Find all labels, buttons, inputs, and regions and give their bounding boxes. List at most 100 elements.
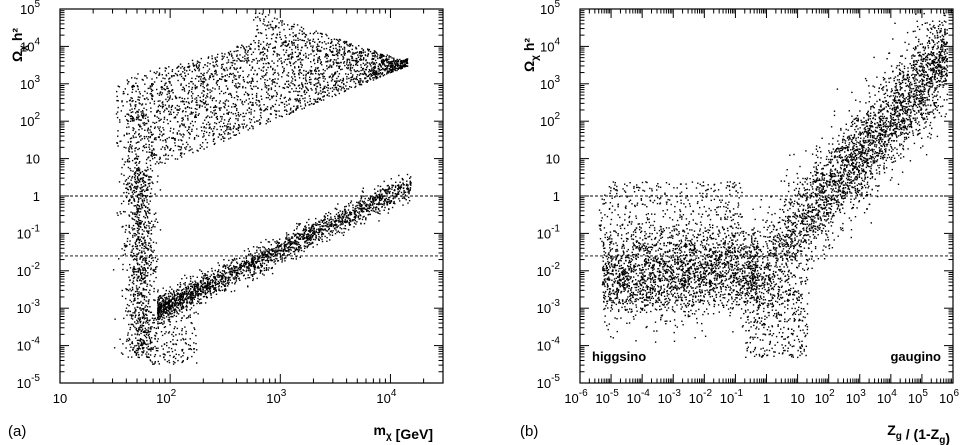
data-point [358,52,361,54]
data-point [353,226,355,228]
data-point [215,122,218,125]
data-point [124,88,126,90]
data-point [220,120,222,122]
data-point [237,129,240,132]
data-point [168,314,170,316]
data-point [184,284,186,286]
data-point [170,310,172,312]
data-point [137,73,139,75]
data-point [126,160,129,163]
data-point [198,75,201,78]
data-point [246,266,248,268]
data-point [168,307,170,309]
data-point [374,196,376,199]
data-point [203,275,205,277]
data-point [158,72,161,74]
data-point [167,309,169,312]
data-point [131,148,133,150]
data-point [141,128,143,130]
data-point [123,134,125,136]
data-point [171,70,173,73]
data-point [269,120,271,123]
data-point [299,234,301,236]
data-point [306,246,308,249]
data-point [398,184,400,187]
data-point [202,288,204,291]
data-point [246,51,249,53]
data-point [298,235,301,237]
data-point [362,67,365,70]
data-point [205,127,207,129]
data-point [338,220,340,222]
data-point [189,309,191,311]
data-point [300,49,302,52]
data-point [247,94,249,97]
data-point [386,61,388,64]
data-point [239,113,242,116]
data-point [178,96,181,99]
data-point [363,70,366,73]
data-point [168,296,170,298]
data-point [356,60,358,62]
data-point [252,278,254,280]
data-point [213,106,216,108]
data-point [361,209,363,212]
data-point [308,218,310,221]
data-point [300,233,303,235]
data-point [179,154,182,157]
data-point [403,196,405,198]
data-point [321,221,324,223]
data-point [139,93,141,95]
data-point [179,286,181,288]
data-point [283,245,286,248]
data-point [289,109,292,111]
data-point [252,261,254,263]
data-point [214,142,216,145]
data-point [315,72,317,75]
data-point [344,206,346,208]
data-point [246,60,248,63]
data-point [287,233,290,236]
data-point [168,316,170,318]
data-point [267,24,269,27]
data-point [128,126,130,128]
data-point [247,263,250,265]
data-point [174,116,177,118]
data-point [157,304,159,306]
data-point [363,215,365,218]
data-point [194,121,196,123]
data-point [254,48,256,50]
data-point [234,75,237,77]
data-point [133,128,135,130]
data-point [264,109,266,111]
data-point [171,306,173,308]
data-point [302,233,304,235]
data-point [329,42,332,44]
data-point [365,208,367,211]
data-point [176,121,179,123]
data-point [256,62,258,64]
data-point [243,263,245,265]
data-point [336,50,338,53]
data-point [136,77,138,80]
data-point [252,264,255,266]
data-point [280,245,282,247]
data-point [162,311,165,313]
data-point [327,84,329,86]
data-point [260,264,262,266]
data-point [289,97,291,100]
data-point [396,64,398,66]
data-point [180,293,182,295]
data-point [238,76,240,79]
data-point [258,67,260,70]
data-point [257,266,259,268]
data-point [233,68,236,70]
data-point [252,257,254,259]
data-point [298,249,300,251]
data-point [218,107,220,109]
data-point [349,80,352,82]
data-point [258,100,260,102]
data-point [352,51,354,54]
data-point [196,62,198,64]
data-point [370,70,372,72]
